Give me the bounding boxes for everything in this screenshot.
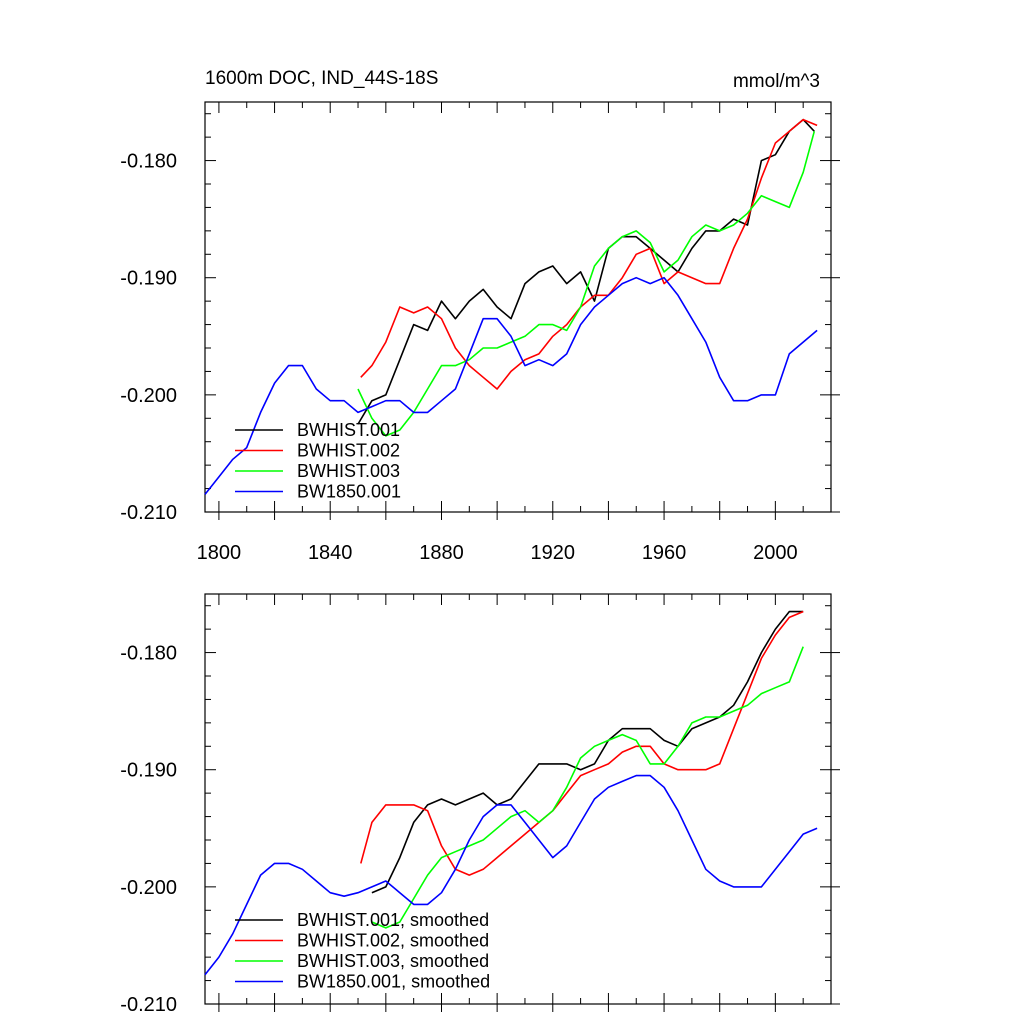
top-y-tick-label: -0.180 — [120, 151, 177, 173]
bottom-y-tick-label: -0.210 — [120, 994, 177, 1016]
top-x-tick-label: 1800 — [197, 542, 242, 564]
top-series-line-3 — [357, 131, 816, 437]
top-legend-label-4: BW1850.001 — [297, 482, 401, 502]
top-x-tick-label: 1960 — [642, 542, 687, 564]
top-x-tick-label: 1840 — [308, 542, 353, 564]
top-x-tick-label: 1880 — [419, 542, 464, 564]
top-x-tick-label: 2000 — [753, 542, 798, 564]
top-y-tick-label: -0.200 — [120, 385, 177, 407]
units-label: mmol/m^3 — [733, 71, 820, 92]
top-legend-label-1: BWHIST.001 — [297, 420, 400, 440]
top-series-line-2 — [360, 118, 818, 390]
bottom-legend-label-2: BWHIST.002, smoothed — [297, 931, 489, 951]
chart-title: 1600m DOC, IND_44S-18S — [205, 68, 438, 89]
bottom-plot-frame — [204, 593, 832, 1005]
bottom-series-line-1 — [371, 610, 804, 894]
bottom-y-tick-label: -0.200 — [120, 877, 177, 899]
bottom-series-line-2 — [360, 610, 804, 876]
top-x-tick-label: 1920 — [531, 542, 576, 564]
bottom-legend-label-3: BWHIST.003, smoothed — [297, 951, 489, 971]
bottom-legend-label-4: BW1850.001, smoothed — [297, 972, 490, 992]
top-y-tick-label: -0.210 — [120, 502, 177, 524]
top-panel: -0.180 -0.190 -0.200 -0.210 1800 1840 1880 1920… — [120, 101, 840, 564]
bottom-series-line-3 — [371, 646, 804, 929]
top-plot-frame — [204, 101, 832, 513]
top-legend-label-2: BWHIST.002 — [297, 441, 400, 461]
top-legend-label-3: BWHIST.003 — [297, 461, 400, 481]
top-series-line-4 — [204, 276, 818, 495]
bottom-y-tick-label: -0.190 — [120, 760, 177, 782]
bottom-y-tick-label: -0.180 — [120, 643, 177, 665]
bottom-series-line-4 — [204, 774, 818, 976]
bottom-panel: -0.180 -0.190 -0.200 -0.210 BWHIST.001, smoo… — [120, 593, 840, 1016]
bottom-legend-label-1: BWHIST.001, smoothed — [297, 910, 489, 930]
top-series-line-1 — [357, 118, 815, 425]
top-y-tick-label: -0.190 — [120, 268, 177, 290]
